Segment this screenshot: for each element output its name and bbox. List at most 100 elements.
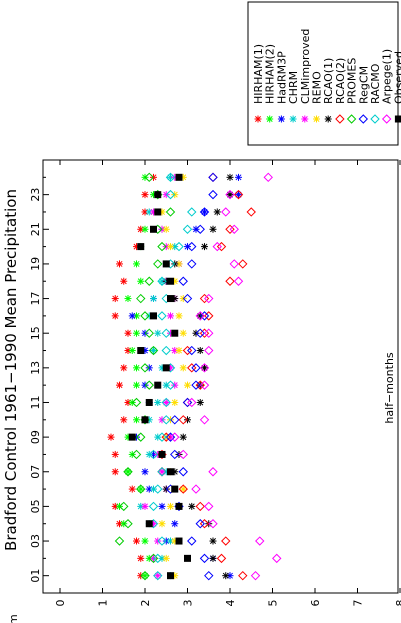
y-tick-label: 4	[224, 600, 237, 607]
data-point	[212, 241, 222, 252]
data-point	[195, 311, 205, 321]
data-point	[154, 398, 162, 406]
data-point	[178, 467, 188, 477]
legend-marker	[381, 114, 392, 124]
data-point	[170, 432, 180, 442]
legend-label: HIRHAM(2)	[264, 44, 277, 104]
data-point	[116, 381, 123, 389]
data-point	[162, 364, 170, 372]
data-point	[162, 554, 170, 562]
legend-label: HadRM3P	[275, 51, 288, 104]
data-point	[144, 328, 154, 338]
data-point	[150, 347, 157, 355]
data-point	[162, 398, 170, 406]
series-regcm	[165, 172, 218, 581]
data-point	[124, 295, 132, 303]
data-point	[187, 259, 197, 269]
data-point	[153, 259, 163, 269]
data-point	[225, 276, 235, 286]
data-point	[201, 364, 208, 372]
data-point	[175, 347, 183, 355]
data-point	[199, 553, 210, 564]
data-point	[208, 172, 218, 183]
series-rcao-1-	[162, 173, 234, 580]
data-point	[165, 432, 176, 442]
data-point	[195, 519, 205, 529]
series-hirham-2-	[116, 173, 157, 580]
data-point	[137, 554, 145, 562]
data-point	[128, 433, 136, 441]
legend-marker	[346, 114, 357, 124]
legend-marker	[313, 115, 320, 123]
data-point	[111, 295, 119, 303]
data-point	[204, 293, 214, 304]
data-point	[137, 243, 145, 251]
data-point	[179, 364, 187, 372]
data-point	[178, 415, 188, 425]
data-point	[182, 293, 193, 304]
data-point	[123, 519, 133, 529]
legend-label: PROMES	[346, 58, 359, 104]
y-tick-label: 0	[54, 600, 67, 607]
data-point	[144, 380, 154, 390]
legend-label: Observed	[392, 51, 401, 104]
data-point	[182, 397, 193, 408]
data-point	[246, 207, 256, 217]
data-point	[272, 553, 282, 564]
data-point	[263, 172, 273, 183]
data-point	[225, 224, 235, 234]
data-point	[141, 468, 149, 476]
data-point	[195, 380, 205, 390]
data-point	[196, 347, 204, 355]
data-point	[140, 570, 150, 581]
data-point	[167, 572, 174, 580]
series-promes	[114, 172, 176, 581]
data-point	[120, 364, 128, 372]
data-point	[133, 416, 140, 424]
data-point	[187, 536, 197, 546]
data-point	[233, 276, 244, 286]
series-hadrm3p	[128, 173, 242, 580]
data-point	[199, 363, 210, 373]
data-point	[111, 450, 119, 458]
data-point	[161, 328, 171, 338]
data-point	[154, 329, 162, 337]
legend-label: RCAO(2)	[334, 58, 347, 104]
data-point	[141, 191, 149, 199]
legend-marker	[266, 115, 274, 123]
data-point	[238, 570, 248, 581]
data-point	[167, 243, 174, 251]
data-point	[178, 484, 188, 494]
data-point	[167, 468, 174, 476]
data-point	[167, 502, 174, 510]
data-point	[209, 225, 217, 233]
y-tick-label: 7	[352, 600, 365, 607]
data-point	[141, 225, 149, 233]
data-point	[225, 189, 235, 200]
data-point	[157, 536, 167, 546]
x-tick-label: 07	[29, 465, 42, 479]
data-point	[111, 468, 119, 476]
data-point	[222, 572, 230, 580]
data-point	[144, 276, 154, 286]
y-axis-label: mm	[7, 614, 20, 623]
data-point	[161, 397, 171, 408]
data-point	[199, 311, 210, 321]
data-point	[204, 311, 214, 321]
x-tick-label: 09	[29, 430, 42, 444]
data-point	[195, 501, 205, 512]
data-point	[233, 189, 244, 200]
chart-title: Bradford Control 1961−1990 Mean Precipit…	[2, 189, 20, 551]
data-point	[141, 502, 149, 510]
x-tick-label: 17	[29, 292, 42, 306]
data-point	[167, 295, 174, 303]
data-point	[170, 415, 180, 425]
data-point	[153, 553, 163, 564]
data-point	[120, 416, 128, 424]
series-rcao-2-	[157, 172, 256, 581]
data-point	[171, 485, 179, 493]
legend-label: RegCM	[357, 66, 370, 104]
data-point	[158, 468, 166, 476]
legend-marker	[254, 115, 262, 123]
